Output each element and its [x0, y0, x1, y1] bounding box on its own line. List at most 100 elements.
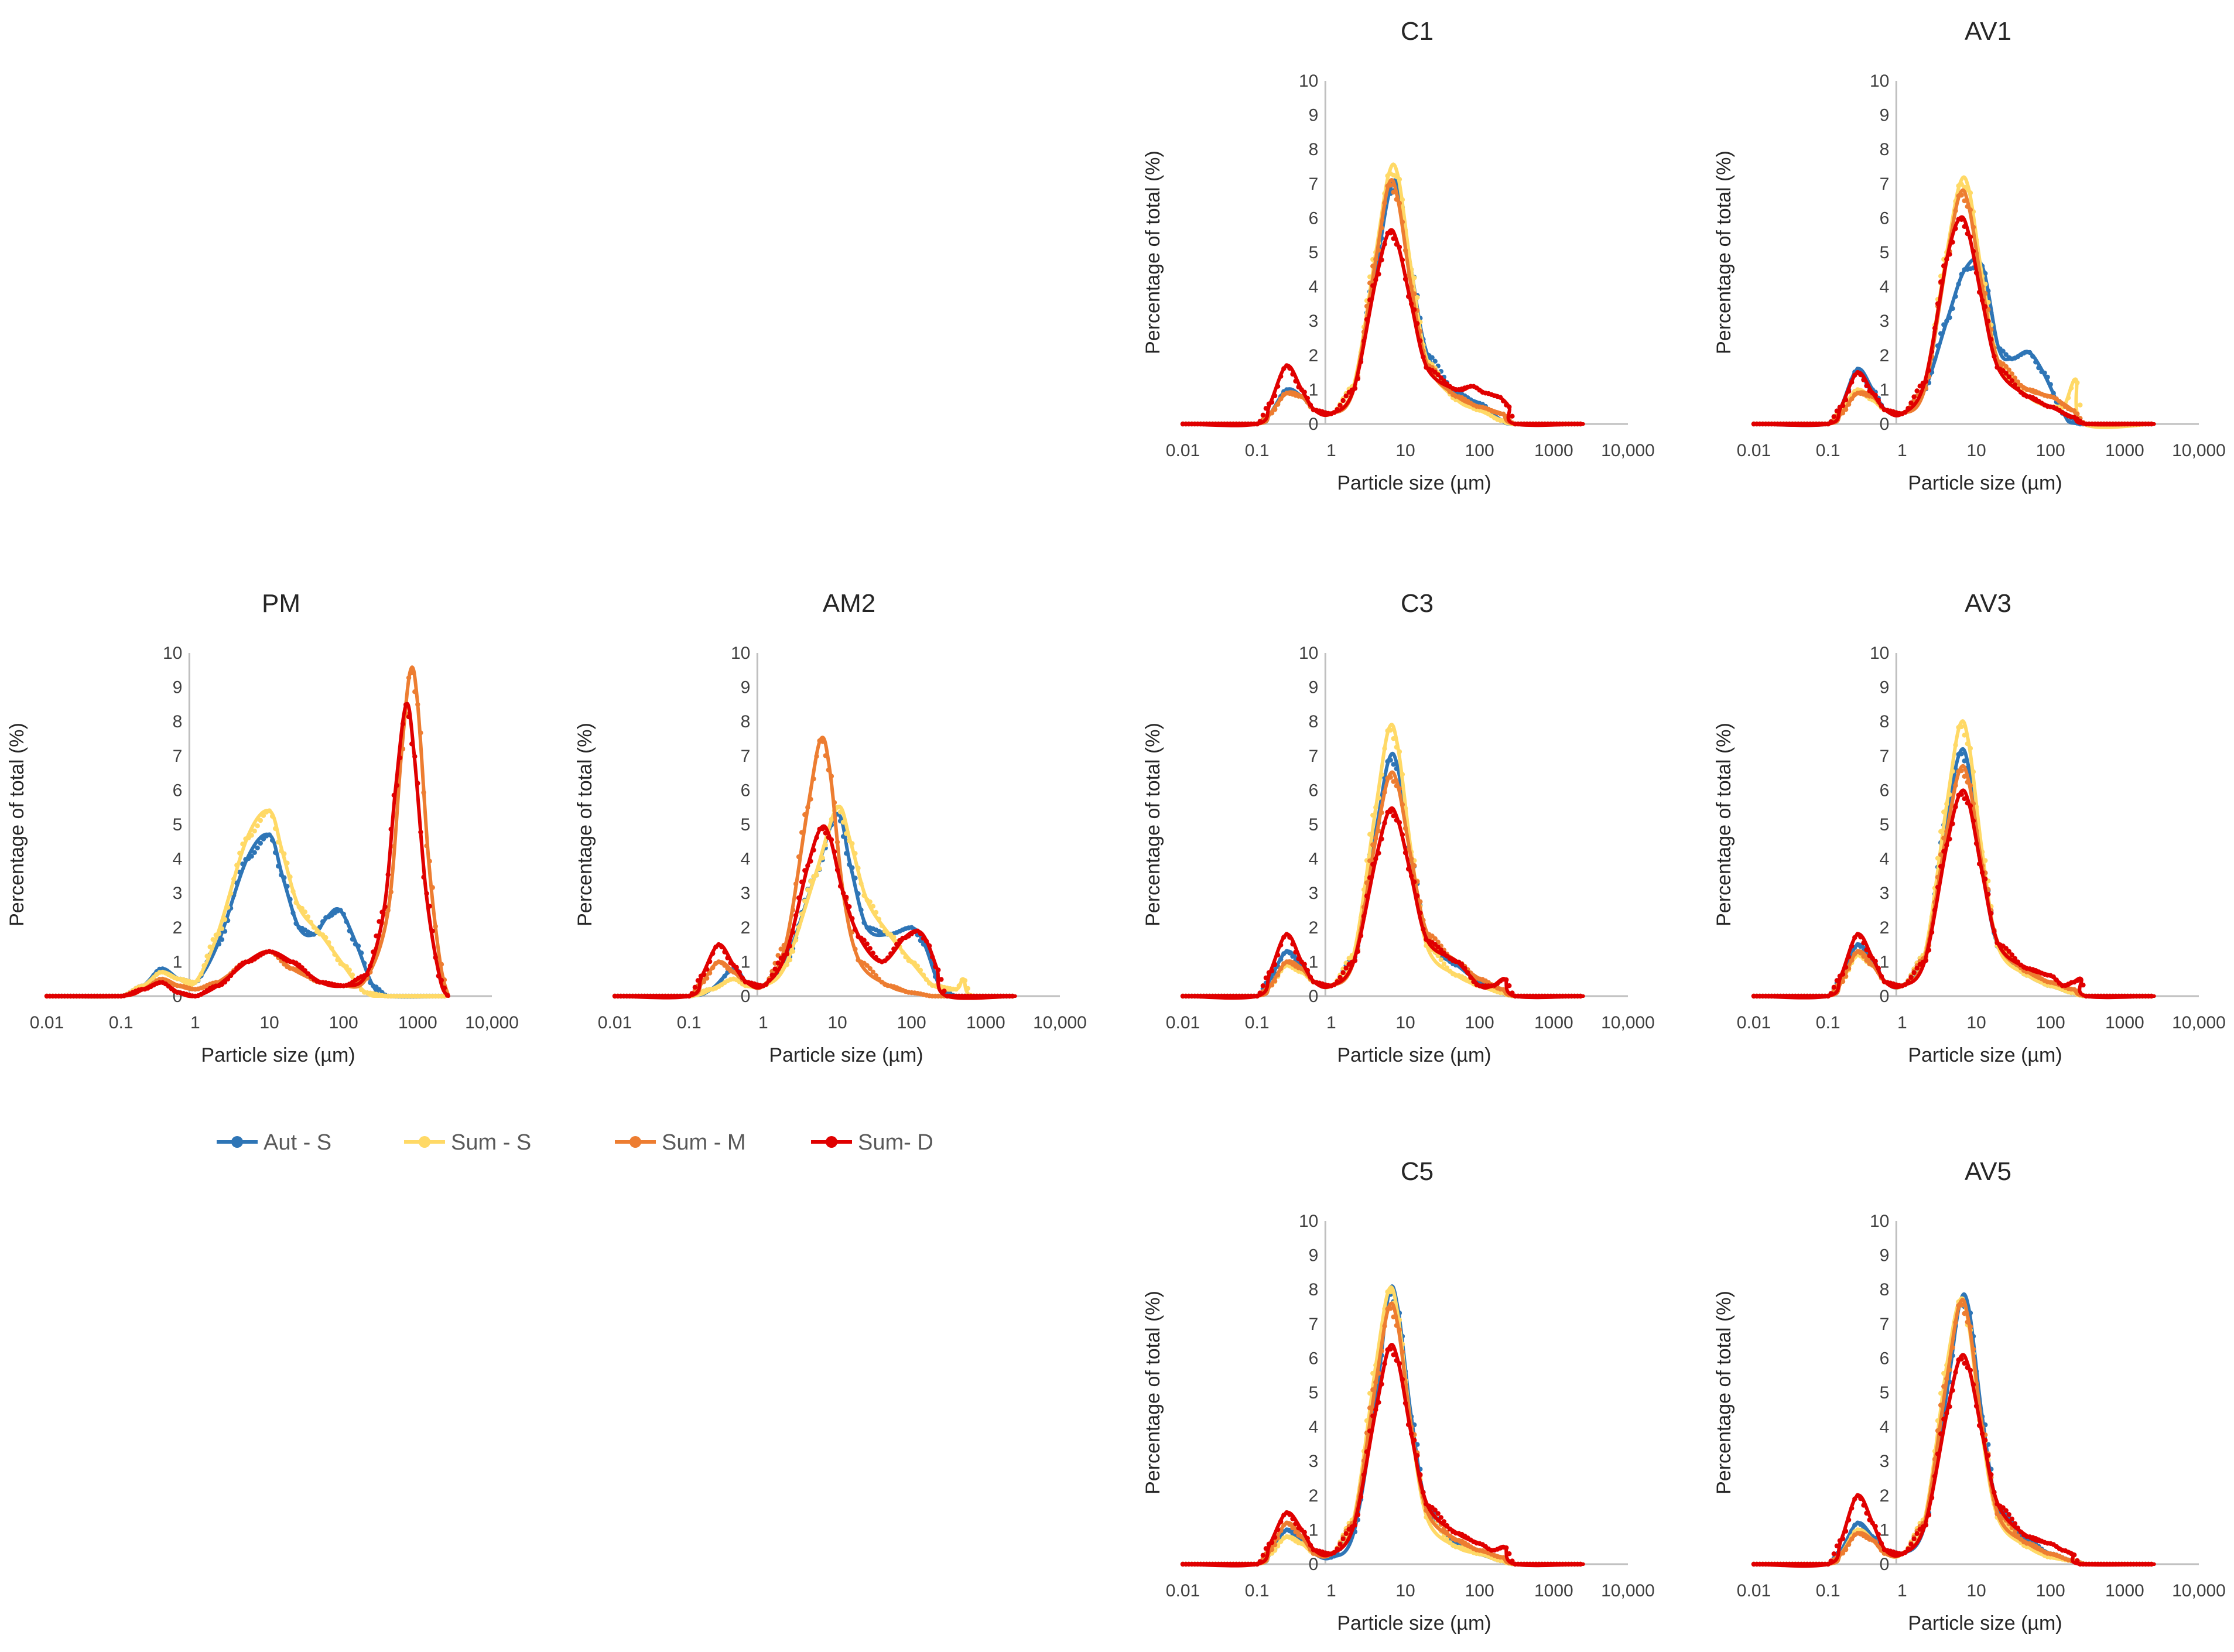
data-point [1364, 893, 1370, 899]
y-tick-label: 6 [1309, 1349, 1319, 1368]
data-point [1914, 388, 1920, 394]
series-line [1752, 719, 2156, 999]
data-point [873, 973, 879, 979]
data-point [799, 911, 805, 916]
data-point [1953, 804, 1958, 809]
data-point [442, 985, 447, 991]
data-point [823, 842, 828, 848]
y-tick-label: 1 [1309, 1520, 1319, 1540]
data-point [1308, 402, 1313, 408]
data-point [1462, 966, 1467, 971]
data-point [725, 955, 730, 961]
data-point [891, 935, 897, 940]
data-point [288, 897, 293, 902]
y-tick-label: 6 [741, 781, 751, 800]
y-tick-label: 7 [1880, 747, 1890, 766]
y-tick-label: 2 [741, 918, 751, 938]
data-point [1908, 974, 1914, 980]
data-point [225, 976, 231, 982]
data-point [1379, 1348, 1384, 1354]
data-point [302, 909, 307, 915]
data-point [1849, 1537, 1855, 1542]
data-point [710, 965, 716, 970]
series-sum-m [1751, 1298, 2156, 1567]
data-point [1947, 252, 1952, 257]
data-point [858, 907, 864, 913]
data-point [1950, 240, 1955, 245]
data-point [1992, 354, 1997, 359]
series-line [1752, 215, 2156, 427]
data-point [1846, 1517, 1852, 1523]
data-point [1412, 1438, 1417, 1443]
y-axis-label: Percentage of total (%) [1713, 1291, 1735, 1494]
data-point [853, 927, 858, 932]
data-point [1926, 948, 1932, 953]
data-point [1858, 1496, 1863, 1501]
y-tick-label: 5 [1880, 243, 1890, 262]
data-point [2030, 354, 2035, 359]
data-point [231, 877, 237, 882]
data-point [1983, 858, 1988, 863]
data-point [1370, 1370, 1376, 1376]
data-point [1402, 1400, 1408, 1406]
data-point [814, 754, 819, 759]
data-point [1831, 984, 1836, 990]
data-point [293, 900, 299, 905]
data-point [802, 898, 808, 904]
x-axis-label: Particle size (µm) [1337, 1044, 1491, 1066]
data-point [1269, 982, 1275, 988]
y-tick-label: 4 [741, 850, 751, 869]
data-point [864, 963, 870, 968]
data-point [1932, 1456, 1938, 1462]
data-point [355, 943, 361, 949]
data-point [377, 919, 382, 924]
data-point [1397, 820, 1402, 825]
data-point [1923, 379, 1929, 384]
x-tick-label: 10,000 [465, 1013, 519, 1032]
data-point [1959, 768, 1964, 774]
data-point [1876, 1531, 1881, 1537]
data-point [1388, 1346, 1393, 1352]
data-point [1275, 972, 1281, 978]
data-point [415, 781, 420, 786]
data-point [1944, 1376, 1949, 1381]
data-point [347, 967, 352, 973]
data-point [1935, 856, 1941, 861]
data-point [2015, 386, 2021, 392]
data-point [1968, 783, 1973, 788]
y-tick-label: 3 [173, 884, 183, 903]
data-point [1394, 1358, 1399, 1363]
x-tick-label: 0.1 [1245, 1581, 1270, 1600]
x-tick-label: 0.1 [1245, 1013, 1270, 1032]
data-point [1846, 389, 1852, 394]
series-sum-m [44, 665, 450, 999]
data-point [1269, 399, 1275, 405]
data-point [850, 841, 855, 846]
data-point [1873, 1524, 1878, 1529]
data-point [1382, 1361, 1387, 1366]
y-tick-label: 0 [741, 987, 751, 1006]
data-point [1903, 1550, 1908, 1555]
data-point [2003, 946, 2009, 951]
y-tick-label: 7 [1309, 747, 1319, 766]
data-point [873, 909, 879, 915]
data-point [427, 859, 432, 864]
data-point [1361, 887, 1367, 892]
data-point [1352, 386, 1358, 391]
data-point [962, 978, 968, 983]
data-point [1861, 1503, 1866, 1508]
data-point [787, 957, 793, 963]
data-point [1400, 1377, 1405, 1382]
data-point [1970, 818, 1976, 823]
data-point [834, 805, 840, 810]
y-tick-label: 1 [1880, 380, 1890, 399]
y-tick-label: 9 [1880, 1246, 1890, 1265]
legend-item-sum-m: Sum - M [615, 1130, 746, 1155]
x-tick-label: 10,000 [1601, 1013, 1655, 1032]
y-tick-label: 5 [1309, 243, 1319, 262]
data-point [1370, 842, 1376, 847]
y-tick-label: 4 [1309, 278, 1319, 297]
data-point [1929, 1495, 1935, 1500]
data-point [1272, 962, 1278, 967]
